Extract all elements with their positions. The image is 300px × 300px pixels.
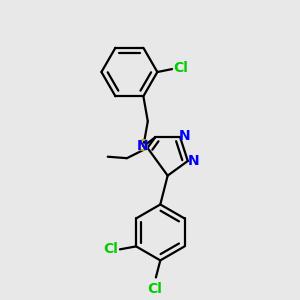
Text: Cl: Cl bbox=[103, 242, 118, 256]
Text: Cl: Cl bbox=[173, 61, 188, 76]
Text: Cl: Cl bbox=[148, 282, 162, 296]
Text: S: S bbox=[138, 139, 149, 154]
Text: N: N bbox=[179, 129, 190, 143]
Text: N: N bbox=[187, 154, 199, 168]
Text: N: N bbox=[136, 140, 148, 153]
